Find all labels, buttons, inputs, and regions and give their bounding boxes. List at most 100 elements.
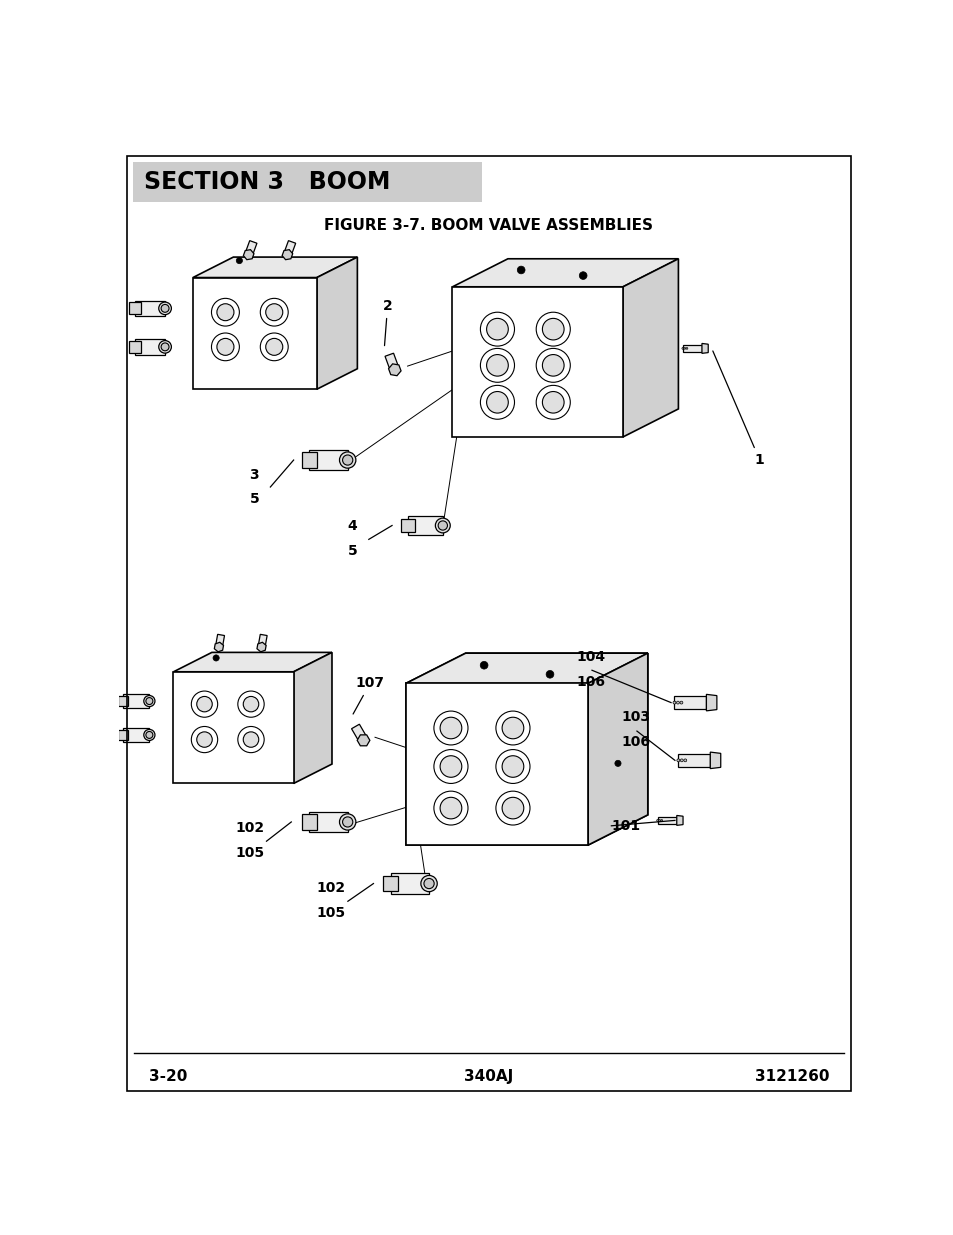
Polygon shape [587, 653, 647, 845]
Circle shape [479, 662, 488, 669]
Text: 106: 106 [620, 735, 650, 748]
Circle shape [660, 820, 662, 821]
Circle shape [656, 820, 658, 821]
Polygon shape [118, 730, 129, 740]
Circle shape [517, 266, 524, 274]
Circle shape [237, 692, 264, 718]
Circle shape [144, 730, 154, 741]
Circle shape [434, 792, 468, 825]
Circle shape [161, 343, 169, 351]
Circle shape [536, 312, 570, 346]
Circle shape [683, 347, 685, 350]
Circle shape [196, 697, 212, 711]
Text: 102: 102 [235, 821, 264, 835]
Circle shape [192, 726, 217, 752]
Polygon shape [452, 287, 622, 437]
Circle shape [679, 760, 682, 762]
Circle shape [216, 304, 233, 321]
Polygon shape [452, 259, 678, 287]
Polygon shape [701, 343, 707, 353]
Circle shape [496, 711, 530, 745]
Circle shape [437, 521, 447, 530]
Polygon shape [215, 635, 224, 647]
Polygon shape [173, 652, 332, 672]
Circle shape [339, 814, 355, 830]
Circle shape [501, 756, 523, 777]
Circle shape [423, 878, 434, 889]
Text: 105: 105 [316, 906, 346, 920]
Circle shape [161, 305, 169, 312]
Circle shape [260, 299, 288, 326]
Text: 105: 105 [235, 846, 264, 860]
Text: 3-20: 3-20 [149, 1068, 187, 1083]
Circle shape [683, 760, 686, 762]
Circle shape [420, 876, 436, 892]
Text: 1: 1 [712, 351, 763, 467]
Polygon shape [130, 341, 141, 353]
Text: 103: 103 [620, 710, 650, 724]
Circle shape [542, 354, 563, 377]
Circle shape [266, 304, 282, 321]
Polygon shape [388, 364, 400, 375]
Polygon shape [657, 816, 676, 824]
Circle shape [243, 697, 258, 711]
Polygon shape [400, 519, 415, 532]
Polygon shape [356, 735, 370, 746]
Polygon shape [382, 876, 398, 892]
Circle shape [542, 319, 563, 340]
Polygon shape [294, 652, 332, 783]
Polygon shape [676, 815, 682, 825]
Circle shape [339, 452, 355, 468]
Text: 3: 3 [249, 468, 259, 482]
Circle shape [536, 348, 570, 383]
Text: 5: 5 [249, 493, 259, 506]
Circle shape [212, 299, 239, 326]
Polygon shape [385, 353, 398, 372]
Polygon shape [214, 642, 223, 652]
Text: 2: 2 [382, 299, 392, 346]
Circle shape [501, 798, 523, 819]
Circle shape [536, 385, 570, 419]
Circle shape [545, 671, 554, 678]
Polygon shape [309, 450, 347, 471]
Polygon shape [682, 345, 701, 352]
Circle shape [676, 701, 679, 704]
Circle shape [237, 726, 264, 752]
Circle shape [146, 698, 152, 704]
Circle shape [439, 718, 461, 739]
Polygon shape [406, 683, 587, 845]
Polygon shape [193, 278, 316, 389]
Polygon shape [173, 672, 294, 783]
Text: SECTION 3   BOOM: SECTION 3 BOOM [144, 170, 390, 194]
Circle shape [158, 341, 172, 353]
Circle shape [486, 391, 508, 412]
Circle shape [146, 731, 152, 739]
Circle shape [496, 792, 530, 825]
Polygon shape [674, 697, 705, 709]
Text: 104: 104 [576, 650, 605, 664]
Circle shape [480, 348, 514, 383]
Circle shape [434, 750, 468, 783]
Polygon shape [301, 452, 316, 468]
Text: 5: 5 [348, 543, 357, 558]
Circle shape [212, 333, 239, 361]
Circle shape [213, 655, 219, 661]
Polygon shape [135, 338, 165, 354]
Polygon shape [130, 303, 141, 314]
Circle shape [158, 303, 172, 315]
Circle shape [681, 347, 683, 350]
Circle shape [677, 760, 679, 762]
Text: 101: 101 [611, 819, 639, 832]
Circle shape [480, 312, 514, 346]
Circle shape [486, 319, 508, 340]
Bar [133, 162, 481, 203]
Polygon shape [243, 249, 253, 259]
Circle shape [144, 695, 154, 706]
Circle shape [578, 272, 586, 279]
Polygon shape [193, 257, 357, 278]
Circle shape [434, 711, 468, 745]
Circle shape [439, 756, 461, 777]
Text: 4: 4 [348, 519, 357, 534]
Circle shape [501, 718, 523, 739]
Circle shape [236, 258, 242, 264]
